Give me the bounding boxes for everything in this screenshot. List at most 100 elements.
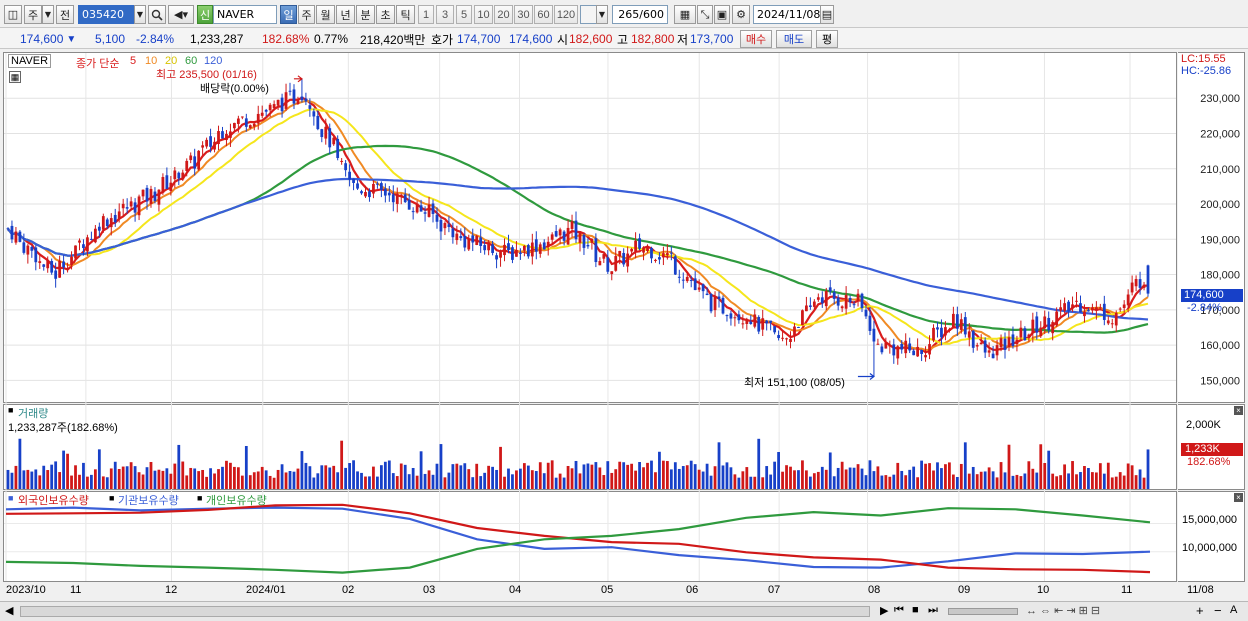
- volume-bar: [248, 475, 252, 489]
- scroll-track[interactable]: [20, 606, 870, 617]
- candle-body: [419, 205, 423, 212]
- period-week[interactable]: 주: [298, 5, 315, 24]
- zoom-tools-icon[interactable]: ↔ ⇔ ⇤ ⇥ ⊞ ⊟: [1026, 605, 1101, 617]
- candle-body: [892, 344, 896, 356]
- candle-body: [566, 227, 570, 245]
- zoom-in-icon[interactable]: +: [1196, 603, 1204, 618]
- volume-bar: [511, 474, 514, 489]
- stock-name-field[interactable]: NAVER: [213, 5, 277, 24]
- code-dropdown-icon[interactable]: ▼: [134, 5, 146, 24]
- volume-bar: [955, 477, 959, 489]
- data-count-field[interactable]: 265/600: [612, 5, 668, 24]
- candle-body: [626, 253, 630, 267]
- interval-30[interactable]: 30: [514, 5, 533, 24]
- period-minute[interactable]: 분: [356, 5, 375, 24]
- chevron-down-icon[interactable]: ▼: [42, 5, 54, 24]
- candle-body: [824, 291, 828, 307]
- candle-body: [1067, 301, 1070, 312]
- date-input[interactable]: 2024/11/08: [753, 5, 833, 24]
- period-second[interactable]: 초: [376, 5, 395, 24]
- interval-20[interactable]: 20: [494, 5, 513, 24]
- volume-bar: [360, 472, 363, 489]
- candle-body: [360, 191, 363, 194]
- period-year[interactable]: 년: [336, 5, 355, 24]
- candle-body: [189, 155, 193, 161]
- candle-body: [296, 100, 300, 105]
- candle-body: [793, 326, 796, 336]
- scroll-right-icon[interactable]: ▶: [880, 605, 889, 617]
- candle-body: [717, 296, 721, 300]
- period-tick[interactable]: 틱: [396, 5, 415, 24]
- period-month[interactable]: 월: [316, 5, 335, 24]
- candle-body: [534, 239, 538, 252]
- candle-body: [447, 224, 451, 227]
- volume-bar: [912, 466, 916, 489]
- volume-bar: [121, 466, 125, 489]
- volume-bar: [562, 477, 566, 489]
- interval-5[interactable]: 5: [456, 5, 472, 24]
- zoom-out-icon[interactable]: −: [1214, 603, 1222, 618]
- candle-body: [141, 189, 145, 197]
- candle-body: [256, 113, 260, 124]
- candle-body: [487, 242, 491, 251]
- interval-120[interactable]: 120: [554, 5, 578, 24]
- chart-scrollbar[interactable]: ◀ ▶ ⏮ ■ ⏭ ↔ ⇔ ⇤ ⇥ ⊞ ⊟ + − A: [0, 601, 1248, 621]
- stop-icon[interactable]: ■: [912, 604, 919, 616]
- holdings-close-icon[interactable]: ×: [1234, 493, 1243, 502]
- buy-button[interactable]: 매수: [740, 30, 772, 48]
- interval-1[interactable]: 1: [418, 5, 434, 24]
- x-label-04: 04: [509, 584, 522, 596]
- chart-tools-icon[interactable]: ▦: [674, 5, 696, 24]
- volume-bar: [963, 442, 967, 489]
- stock-type-button[interactable]: 주: [24, 5, 42, 24]
- volume-bar: [300, 451, 304, 489]
- candle-body: [662, 253, 665, 258]
- candle-body: [896, 346, 900, 359]
- calendar-icon[interactable]: ▤: [820, 5, 834, 24]
- candle-body: [693, 278, 697, 291]
- prev-button[interactable]: 전: [56, 5, 74, 24]
- candle-body: [590, 238, 594, 243]
- rewind-icon[interactable]: ⏮: [894, 604, 904, 616]
- volume-bar: [229, 462, 232, 489]
- volume-bar: [971, 466, 975, 489]
- volume-bar: [101, 476, 105, 489]
- save-icon[interactable]: ▣: [714, 5, 730, 24]
- volume-bar: [34, 469, 38, 489]
- speaker-icon[interactable]: ◀▾: [168, 5, 194, 24]
- volume-bar: [276, 469, 280, 489]
- table-icon[interactable]: ▦: [9, 71, 21, 83]
- candle-body: [268, 104, 272, 111]
- candle-body: [618, 250, 622, 257]
- interval-dropdown-icon[interactable]: ▼: [596, 5, 608, 24]
- scroll-left-icon[interactable]: ◀: [5, 605, 14, 617]
- search-icon[interactable]: [148, 5, 166, 24]
- period-day[interactable]: 일: [280, 5, 297, 24]
- font-size-icon[interactable]: A: [1230, 604, 1238, 616]
- candle-body: [634, 240, 637, 252]
- volume-bar: [578, 473, 582, 489]
- change-pct: -2.84%: [136, 32, 175, 46]
- forward-icon[interactable]: ⏭: [928, 604, 938, 616]
- volume-close-icon[interactable]: ×: [1234, 406, 1243, 415]
- zoom-slider[interactable]: [948, 608, 1018, 615]
- volume-bar: [46, 470, 50, 489]
- interval-3[interactable]: 3: [436, 5, 454, 24]
- interval-10[interactable]: 10: [474, 5, 493, 24]
- stock-code-input[interactable]: 035420: [78, 5, 134, 24]
- candle-body: [1007, 337, 1011, 347]
- x-label-11b: 11: [1121, 584, 1133, 596]
- x-label-08: 08: [868, 584, 881, 596]
- volume-bar: [54, 461, 58, 489]
- candle-body: [864, 309, 868, 317]
- gear-icon[interactable]: ⚙: [732, 5, 750, 24]
- interval-60[interactable]: 60: [534, 5, 553, 24]
- draw-tools-icon[interactable]: ⤡: [697, 5, 713, 24]
- avg-button[interactable]: 평: [816, 30, 838, 48]
- chart-type-icon[interactable]: ◫: [4, 5, 22, 24]
- volume-bar: [1031, 468, 1035, 489]
- period-week-label: 주: [301, 8, 312, 22]
- open-value: 182,600: [569, 32, 613, 46]
- candle-body: [260, 112, 264, 116]
- sell-button[interactable]: 매도: [776, 30, 812, 48]
